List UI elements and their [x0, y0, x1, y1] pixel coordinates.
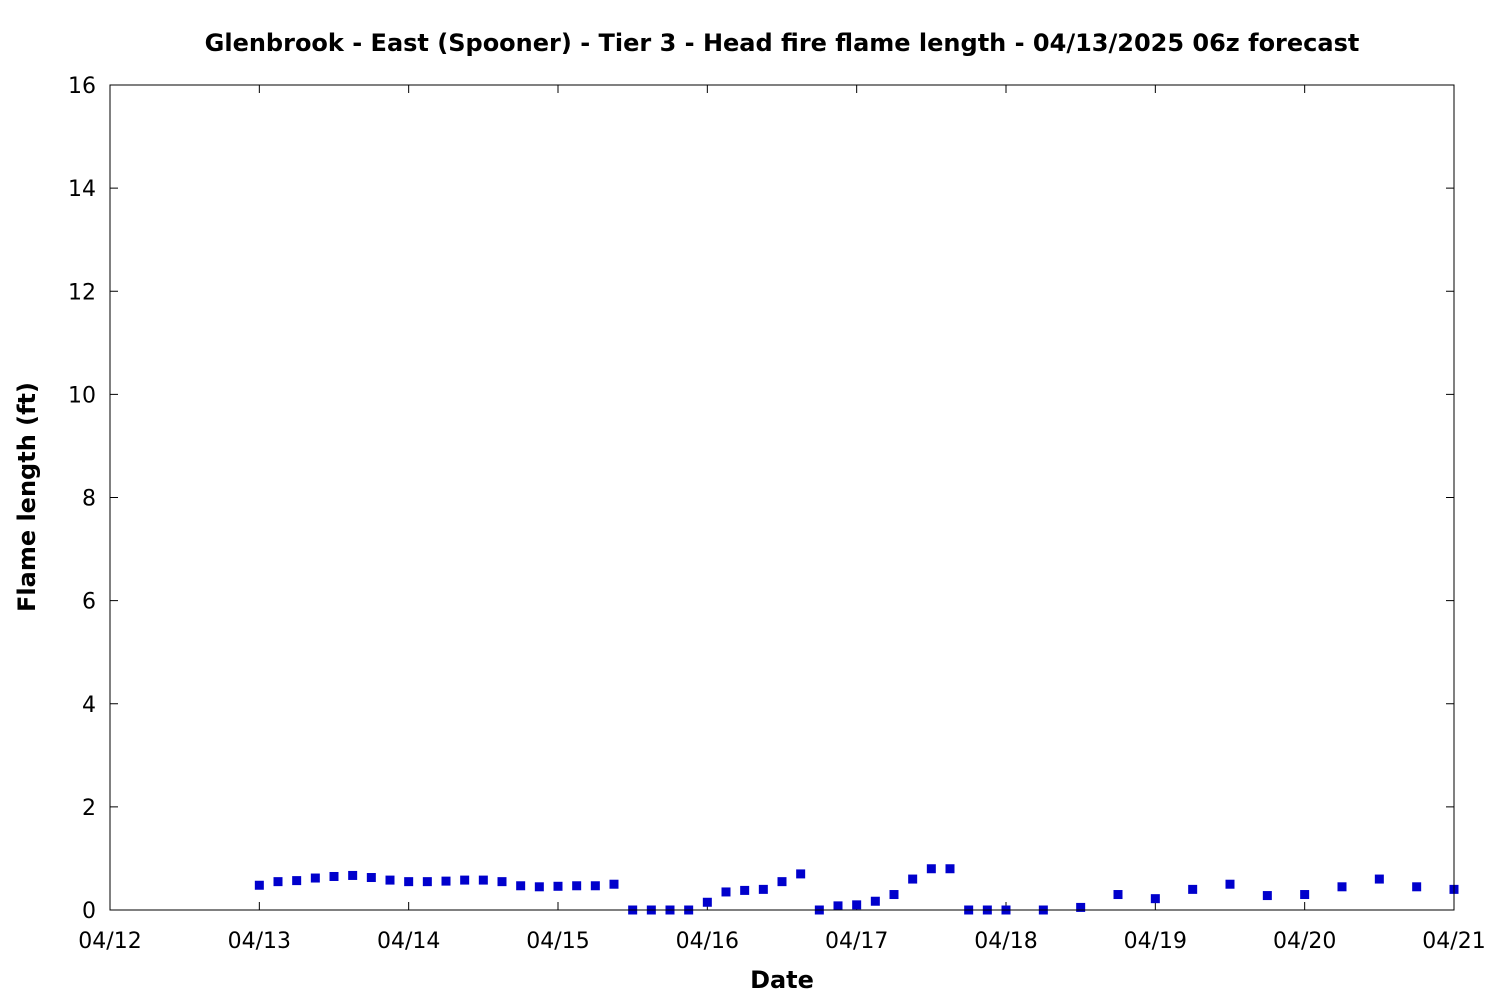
data-point [1150, 894, 1160, 904]
y-tick-label: 10 [68, 383, 96, 408]
chart-title: Glenbrook - East (Spooner) - Tier 3 - He… [205, 29, 1360, 57]
data-point [945, 864, 955, 874]
data-point [852, 900, 862, 910]
data-point [1188, 884, 1198, 894]
data-point [1076, 902, 1086, 912]
data-point [926, 864, 936, 874]
data-point [1300, 890, 1310, 900]
y-tick-label: 2 [82, 796, 96, 821]
data-point [833, 901, 843, 911]
x-tick-label: 04/21 [1422, 929, 1485, 954]
data-point [758, 884, 768, 894]
data-point [273, 877, 283, 887]
x-tick-label: 04/20 [1273, 929, 1336, 954]
x-axis-label: Date [750, 966, 814, 994]
y-tick-label: 14 [68, 177, 96, 202]
data-point [796, 869, 806, 879]
x-tick-label: 04/18 [974, 929, 1037, 954]
data-point [1374, 874, 1384, 884]
data-point [870, 896, 880, 906]
data-point [254, 880, 264, 890]
data-point [422, 877, 432, 887]
x-tick-label: 04/15 [526, 929, 589, 954]
data-point [609, 879, 619, 889]
data-point [1412, 882, 1422, 892]
y-tick-label: 0 [82, 899, 96, 924]
data-point [497, 877, 507, 887]
y-tick-label: 6 [82, 590, 96, 615]
data-point [721, 887, 731, 897]
data-points [254, 864, 1459, 915]
data-point [1113, 890, 1123, 900]
x-tick-label: 04/17 [825, 929, 888, 954]
data-point [1337, 882, 1347, 892]
data-point [777, 877, 787, 887]
data-point [908, 874, 918, 884]
plot-frame [109, 84, 1455, 911]
data-point [702, 897, 712, 907]
x-tick-label: 04/12 [78, 929, 141, 954]
axis-ticks [109, 84, 1455, 911]
y-tick-label: 12 [68, 280, 96, 305]
x-tick-label: 04/13 [228, 929, 291, 954]
data-point [404, 877, 414, 887]
data-point [740, 885, 750, 895]
data-point [348, 870, 358, 880]
x-tick-label: 04/19 [1124, 929, 1187, 954]
data-point [385, 875, 395, 885]
x-tick-label: 04/14 [377, 929, 440, 954]
data-point [516, 881, 526, 891]
data-point [366, 873, 376, 883]
data-point [329, 871, 339, 881]
y-tick-label: 4 [82, 693, 96, 718]
data-point [1225, 879, 1235, 889]
data-point [889, 890, 899, 900]
y-axis-label: Flame length (ft) [13, 382, 41, 612]
data-point [292, 876, 302, 886]
data-point [441, 876, 451, 886]
data-point [572, 881, 582, 891]
x-tick-label: 04/16 [676, 929, 739, 954]
data-point [1262, 891, 1272, 901]
data-point [460, 875, 470, 885]
data-point [534, 882, 544, 892]
data-point [478, 875, 488, 885]
data-point [590, 881, 600, 891]
data-point [310, 873, 320, 883]
y-tick-label: 16 [68, 74, 96, 99]
data-point [553, 881, 563, 891]
y-tick-label: 8 [82, 487, 96, 512]
axis-tick-labels: 04/12 04/13 04/14 04/15 04/16 04/17 04/18 04/19… [68, 74, 1486, 954]
